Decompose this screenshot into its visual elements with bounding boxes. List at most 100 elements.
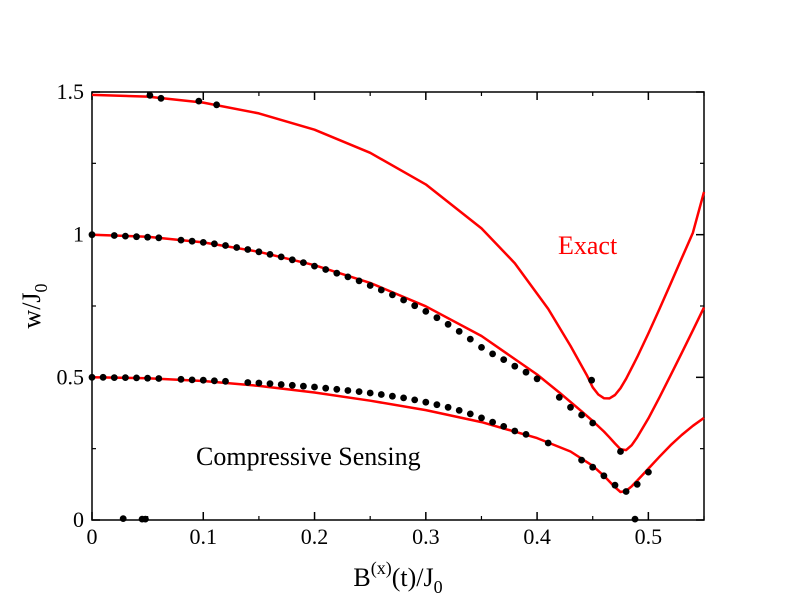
point-compressive-sensing-level-2	[277, 253, 285, 261]
line-exact-level-2	[91, 233, 706, 452]
point-compressive-sensing-level-2	[144, 233, 152, 241]
point-compressive-sensing-level-2	[533, 375, 541, 383]
point-compressive-sensing-level-2	[444, 320, 452, 328]
point-compressive-sensing-level-2	[555, 393, 563, 401]
point-compressive-sensing-level-3	[266, 380, 274, 387]
point-compressive-sensing-level-3	[99, 373, 107, 381]
x-tick-label: 0	[87, 524, 98, 549]
annotation-exact: Exact	[558, 231, 618, 260]
point-compressive-sensing-level-2	[211, 240, 218, 248]
point-compressive-sensing-level-3	[500, 423, 508, 430]
point-compressive-sensing-level-2	[311, 262, 318, 270]
point-compressive-sensing-level-2	[389, 291, 396, 299]
y-axis-label-sub: 0	[31, 283, 51, 292]
point-compressive-sensing-level-1	[157, 94, 165, 102]
point-compressive-sensing-level-3	[422, 398, 430, 406]
point-compressive-sensing-near-zero	[631, 515, 639, 523]
y-axis-label: w/J0	[17, 283, 51, 328]
point-compressive-sensing-level-3	[400, 394, 407, 402]
point-compressive-sensing-level-1	[588, 376, 595, 384]
point-compressive-sensing-level-3	[645, 468, 652, 476]
point-compressive-sensing-level-3	[255, 379, 263, 387]
point-compressive-sensing-level-2	[266, 251, 274, 258]
point-compressive-sensing-level-3	[511, 427, 519, 435]
point-compressive-sensing-level-3	[122, 374, 129, 381]
point-compressive-sensing-level-2	[411, 302, 419, 310]
point-compressive-sensing-level-3	[466, 410, 474, 418]
point-compressive-sensing-level-2	[589, 419, 597, 427]
x-tick-label: 0.5	[635, 524, 663, 549]
point-compressive-sensing-level-3	[411, 396, 419, 404]
point-compressive-sensing-level-3	[600, 472, 608, 480]
point-compressive-sensing-level-2	[300, 259, 307, 266]
point-compressive-sensing-level-3	[177, 375, 185, 383]
line-exact-level-3	[91, 376, 705, 494]
point-compressive-sensing-level-3	[110, 374, 118, 381]
point-compressive-sensing-near-zero	[142, 515, 149, 523]
plot-area: 0 0.1 0.2 0.3 0.4 0.5 0 0.5 1 1.5	[57, 79, 706, 549]
point-compressive-sensing-level-2	[433, 314, 441, 322]
exact-curves	[91, 93, 706, 494]
point-compressive-sensing-level-2	[377, 286, 385, 294]
annotation-compressive-sensing: Compressive Sensing	[196, 442, 421, 471]
point-compressive-sensing-level-2	[511, 362, 519, 370]
point-compressive-sensing-level-1	[146, 92, 154, 99]
point-compressive-sensing-near-zero	[119, 515, 127, 522]
y-tick-label: 0.5	[57, 364, 85, 389]
point-compressive-sensing-level-2	[233, 244, 241, 251]
point-compressive-sensing-level-2	[110, 232, 118, 239]
point-compressive-sensing-level-2	[133, 233, 140, 241]
x-axis-label-sup: (x)	[371, 558, 392, 579]
point-compressive-sensing-level-3	[611, 481, 619, 489]
point-compressive-sensing-level-3	[589, 463, 597, 471]
point-compressive-sensing-level-2	[222, 242, 229, 249]
point-compressive-sensing-level-3	[444, 403, 452, 411]
point-compressive-sensing-level-1	[213, 101, 221, 109]
point-compressive-sensing-level-2	[578, 411, 585, 419]
point-compressive-sensing-level-2	[422, 308, 430, 315]
point-compressive-sensing-level-3	[578, 456, 585, 464]
point-compressive-sensing-level-3	[188, 376, 196, 384]
point-compressive-sensing-level-3	[344, 387, 352, 394]
point-compressive-sensing-level-2	[455, 328, 463, 335]
point-compressive-sensing-level-3	[155, 375, 163, 382]
point-compressive-sensing-level-2	[400, 296, 407, 304]
point-compressive-sensing-level-3	[88, 373, 96, 381]
x-tick-label: 0.3	[412, 524, 440, 549]
point-compressive-sensing-level-3	[622, 488, 630, 495]
point-compressive-sensing-level-3	[133, 374, 140, 382]
x-tick-label: 0.4	[523, 524, 551, 549]
point-compressive-sensing-level-2	[478, 344, 485, 351]
point-compressive-sensing-level-2	[244, 246, 252, 253]
point-compressive-sensing-level-2	[188, 237, 196, 245]
x-axis: 0 0.1 0.2 0.3 0.4 0.5	[87, 92, 705, 549]
y-tick-label: 0	[73, 507, 84, 532]
point-compressive-sensing-level-2	[617, 448, 624, 455]
point-compressive-sensing-level-3	[222, 377, 229, 385]
y-axis: 0 0.5 1 1.5	[57, 79, 704, 532]
point-compressive-sensing-level-2	[366, 282, 374, 289]
point-compressive-sensing-level-3	[311, 383, 318, 391]
point-compressive-sensing-level-2	[333, 269, 341, 277]
point-compressive-sensing-level-2	[122, 232, 129, 240]
point-compressive-sensing-level-2	[567, 403, 574, 411]
point-compressive-sensing-level-2	[199, 239, 207, 246]
point-compressive-sensing-level-2	[522, 368, 530, 376]
point-compressive-sensing-level-2	[88, 231, 96, 239]
x-axis-label: B(x)(t)/J0	[353, 558, 442, 597]
point-compressive-sensing-level-3	[389, 392, 396, 400]
point-compressive-sensing-level-3	[322, 384, 330, 392]
point-compressive-sensing-level-2	[322, 266, 330, 273]
point-compressive-sensing-level-3	[522, 431, 530, 438]
point-compressive-sensing-level-3	[288, 381, 296, 389]
point-compressive-sensing-level-3	[366, 389, 374, 397]
point-compressive-sensing-level-1	[195, 97, 203, 105]
y-tick-label: 1	[73, 222, 84, 247]
y-tick-label: 1.5	[57, 79, 85, 104]
point-compressive-sensing-level-3	[544, 439, 552, 447]
point-compressive-sensing-level-3	[333, 385, 341, 393]
point-compressive-sensing-level-2	[344, 273, 352, 281]
point-compressive-sensing-level-3	[300, 382, 307, 390]
line-exact-level-1	[91, 93, 706, 400]
